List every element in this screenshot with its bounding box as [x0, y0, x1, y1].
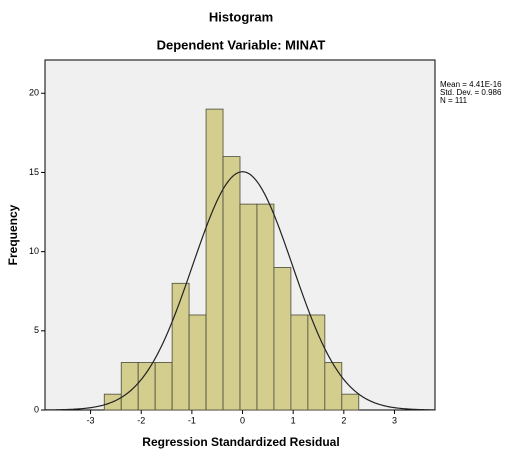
chart-subtitle: Dependent Variable: MINAT [157, 37, 326, 52]
bar [205, 108, 224, 411]
chart-title: Histogram [209, 9, 273, 24]
x-tick-label: 3 [392, 415, 397, 425]
x-tick-label: 2 [341, 415, 346, 425]
x-tick-label: -2 [137, 415, 145, 425]
y-tick-label: 0 [34, 404, 39, 414]
bar [188, 314, 207, 411]
normal-curve [44, 171, 436, 411]
bar [137, 362, 156, 411]
x-tick-label: -1 [188, 415, 196, 425]
stat-label: Std. Dev. = 0.986 [440, 88, 502, 97]
y-axis-label: Frequency [6, 204, 20, 265]
bar [239, 203, 258, 411]
stat-label: Mean = 4.41E-16 [440, 80, 502, 89]
bar [171, 282, 190, 411]
bar [290, 314, 309, 411]
y-tick-label: 15 [29, 167, 39, 177]
bar [222, 156, 241, 411]
y-tick-label: 5 [34, 325, 39, 335]
x-tick-label: -3 [87, 415, 95, 425]
stat-label: N = 111 [440, 96, 468, 105]
x-tick-label: 0 [240, 415, 245, 425]
x-axis-label: Regression Standardized Residual [142, 435, 339, 449]
y-tick-label: 20 [29, 88, 39, 98]
bar [256, 203, 275, 411]
bar [273, 267, 292, 411]
bar [154, 362, 173, 411]
bar [324, 362, 343, 411]
bar [341, 393, 360, 411]
y-tick-label: 10 [29, 246, 39, 256]
x-tick-label: 1 [291, 415, 296, 425]
